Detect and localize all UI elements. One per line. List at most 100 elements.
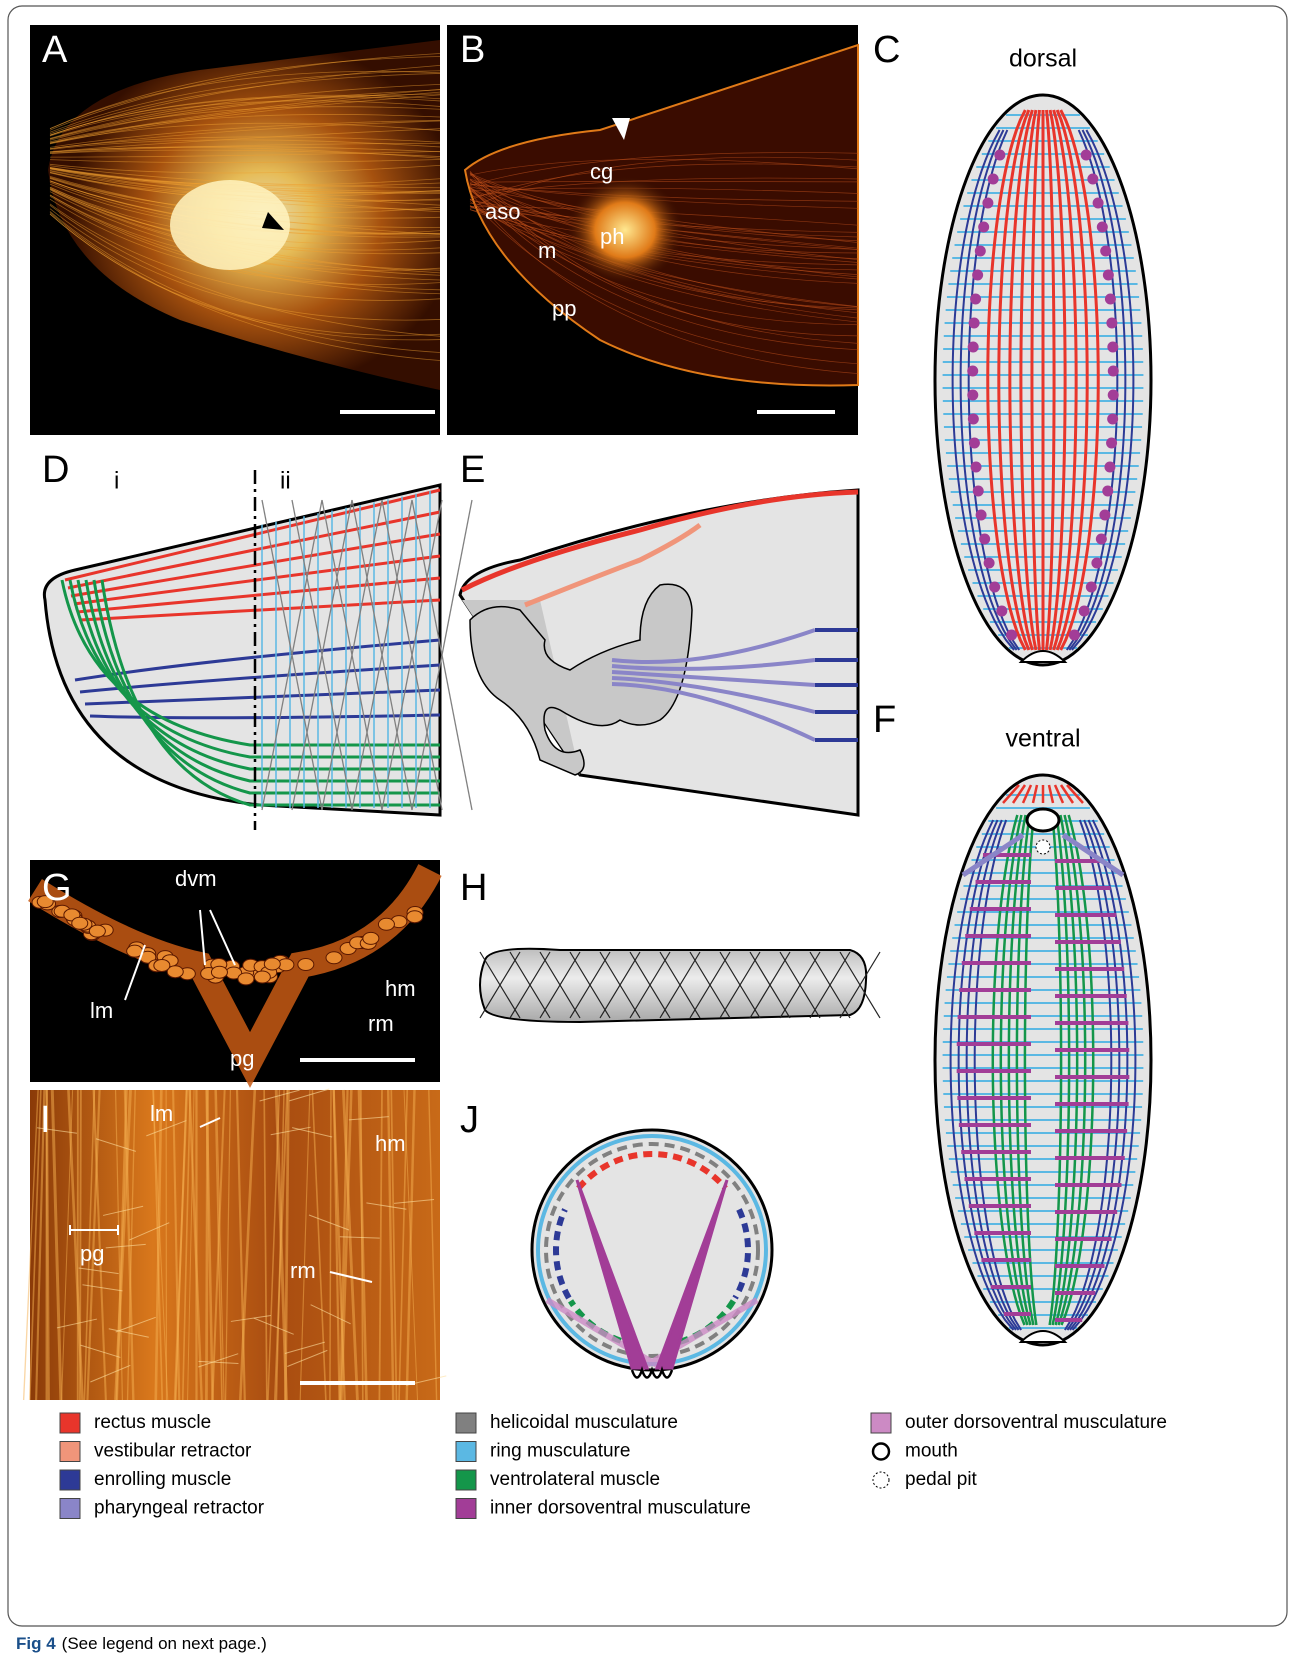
legend-symbol <box>873 1444 889 1460</box>
structure-label: aso <box>485 199 520 224</box>
legend-swatch <box>60 1499 80 1519</box>
muscle-dot <box>996 606 1007 617</box>
body-outline <box>532 1130 772 1370</box>
structure-label: hm <box>385 976 416 1001</box>
muscle-dot <box>1097 222 1108 233</box>
nucleus <box>378 918 394 930</box>
structure-label: lm <box>150 1101 173 1126</box>
view-label: ventral <box>1005 725 1080 753</box>
legend-label: mouth <box>905 1441 958 1462</box>
caption-figure: Fig 4 <box>16 1634 56 1653</box>
muscle-dot <box>1100 246 1111 257</box>
muscle-dot <box>1006 630 1017 641</box>
structure-label: hm <box>375 1131 406 1156</box>
nucleus <box>154 959 170 971</box>
structure-label: cg <box>590 159 613 184</box>
legend-swatch <box>456 1413 476 1433</box>
mouth <box>1027 809 1059 831</box>
panel-letter: D <box>42 449 69 491</box>
muscle-dot <box>976 510 987 521</box>
cylinder <box>480 949 866 1022</box>
legend-label: vestibular retractor <box>94 1441 252 1462</box>
view-label: dorsal <box>1009 45 1077 73</box>
legend-swatch <box>871 1413 891 1433</box>
muscle-dot <box>1079 606 1090 617</box>
structure-label: pp <box>552 296 576 321</box>
muscle-dot <box>971 462 982 473</box>
structure-label: ph <box>600 224 624 249</box>
muscle-dot <box>1107 414 1118 425</box>
muscle-dot <box>972 270 983 281</box>
nucleus <box>72 917 88 929</box>
muscle-dot <box>1108 390 1119 401</box>
muscle-dot <box>979 534 990 545</box>
legend-label: ring musculature <box>490 1441 630 1462</box>
muscle-dot <box>1107 342 1118 353</box>
muscle-dot <box>1106 318 1117 329</box>
pedal-pit <box>1036 840 1050 854</box>
structure-label: lm <box>90 998 113 1023</box>
nucleus <box>254 971 270 983</box>
muscle-dot <box>967 390 978 401</box>
muscle-dot <box>1087 174 1098 185</box>
muscle-dot <box>1106 438 1117 449</box>
panel-letter: A <box>42 29 68 71</box>
nucleus <box>211 966 227 978</box>
muscle-dot <box>1086 582 1097 593</box>
muscle-dot <box>975 246 986 257</box>
muscle-dot <box>1069 630 1080 641</box>
structure-label: pg <box>80 1241 104 1266</box>
panel-letter: F <box>873 699 896 741</box>
region-label: ii <box>280 467 291 494</box>
panel-letter: H <box>460 867 487 909</box>
structure-label: pg <box>230 1046 254 1071</box>
legend-label: ventrolateral muscle <box>490 1469 660 1490</box>
caption-text: (See legend on next page.) <box>62 1634 267 1653</box>
muscle-dot <box>1108 366 1119 377</box>
nucleus <box>264 958 280 970</box>
nucleus <box>363 932 379 944</box>
panel-letter: I <box>40 1099 51 1141</box>
panel-letter: B <box>460 29 485 71</box>
muscle-dot <box>968 342 979 353</box>
structure-label: rm <box>368 1011 394 1036</box>
artwork <box>24 25 1151 1400</box>
muscle-dot <box>968 414 979 425</box>
legend-label: rectus muscle <box>94 1412 211 1433</box>
structure-label: dvm <box>175 866 217 891</box>
nucleus <box>326 952 342 964</box>
muscle-dot <box>989 582 1000 593</box>
pharynx-glow <box>565 175 685 285</box>
muscle-dot <box>1099 510 1110 521</box>
panel-letter: E <box>460 449 485 491</box>
legend-swatch <box>60 1470 80 1490</box>
legend-label: enrolling muscle <box>94 1469 231 1490</box>
muscle-dot <box>1103 270 1114 281</box>
muscle-dot <box>973 486 984 497</box>
muscle-dot <box>1096 534 1107 545</box>
figure: ABCDEFGHIJdorsalventralasocgphmppiiidvml… <box>0 0 1295 1663</box>
nucleus <box>238 973 254 985</box>
structure-label: rm <box>290 1258 316 1283</box>
muscle-dot <box>969 318 980 329</box>
muscle-dot <box>1102 486 1113 497</box>
muscle-dot <box>1081 150 1092 161</box>
muscle-dot <box>970 294 981 305</box>
legend-label: pedal pit <box>905 1469 978 1490</box>
muscle-dot <box>1104 462 1115 473</box>
muscle-dot <box>988 174 999 185</box>
muscle-dot <box>969 438 980 449</box>
legend-symbol <box>873 1472 889 1488</box>
structure-label: m <box>538 238 556 263</box>
nucleus <box>407 911 423 923</box>
pedal-gland <box>632 1370 672 1378</box>
muscle-dot <box>1091 558 1102 569</box>
legend-swatch <box>60 1442 80 1462</box>
legend-label: pharyngeal retractor <box>94 1498 265 1519</box>
panel-letter: J <box>460 1099 479 1141</box>
legend-swatch <box>456 1499 476 1519</box>
muscle-dot <box>994 150 1005 161</box>
legend-swatch <box>456 1470 476 1490</box>
legend-label: inner dorsoventral musculature <box>490 1498 751 1519</box>
muscle-dot <box>1105 294 1116 305</box>
